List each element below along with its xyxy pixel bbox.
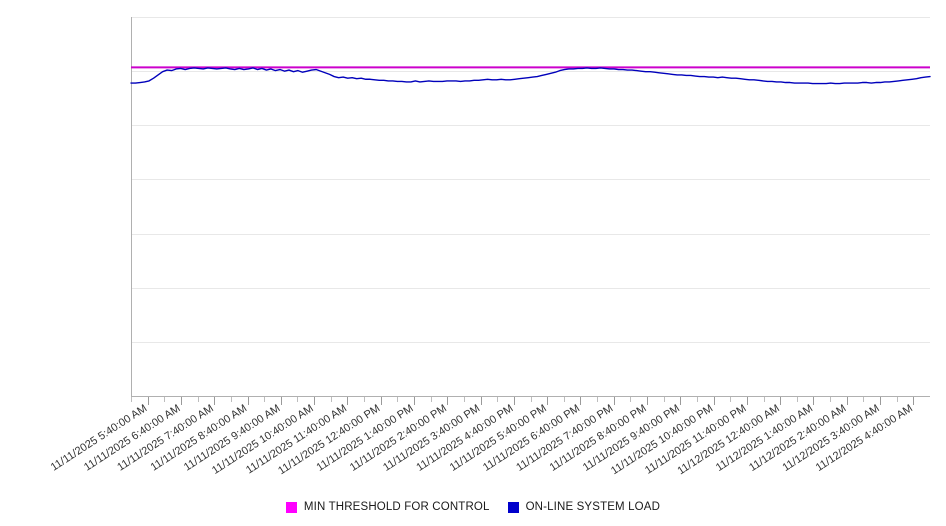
chart-series [130, 66, 931, 85]
chart-axes [131, 17, 930, 397]
legend-swatch-on-line-system-load [507, 501, 519, 513]
x-axis-ticks [131, 397, 914, 405]
gridlines [131, 17, 930, 343]
legend-swatch-min-threshold-for-control [285, 501, 297, 513]
legend-label-on-line-system-load: ON-LINE SYSTEM LOAD [525, 501, 661, 513]
legend-label-min-threshold-for-control: MIN THRESHOLD FOR CONTROL [303, 501, 490, 513]
chart-legend: MIN THRESHOLD FOR CONTROL ON-LINE SYSTEM… [0, 496, 946, 518]
legend-item-on-line-system-load[interactable]: ON-LINE SYSTEM LOAD [507, 501, 661, 513]
series-line-on-line-system-load [130, 67, 931, 85]
legend-item-min-threshold-for-control[interactable]: MIN THRESHOLD FOR CONTROL [285, 501, 490, 513]
